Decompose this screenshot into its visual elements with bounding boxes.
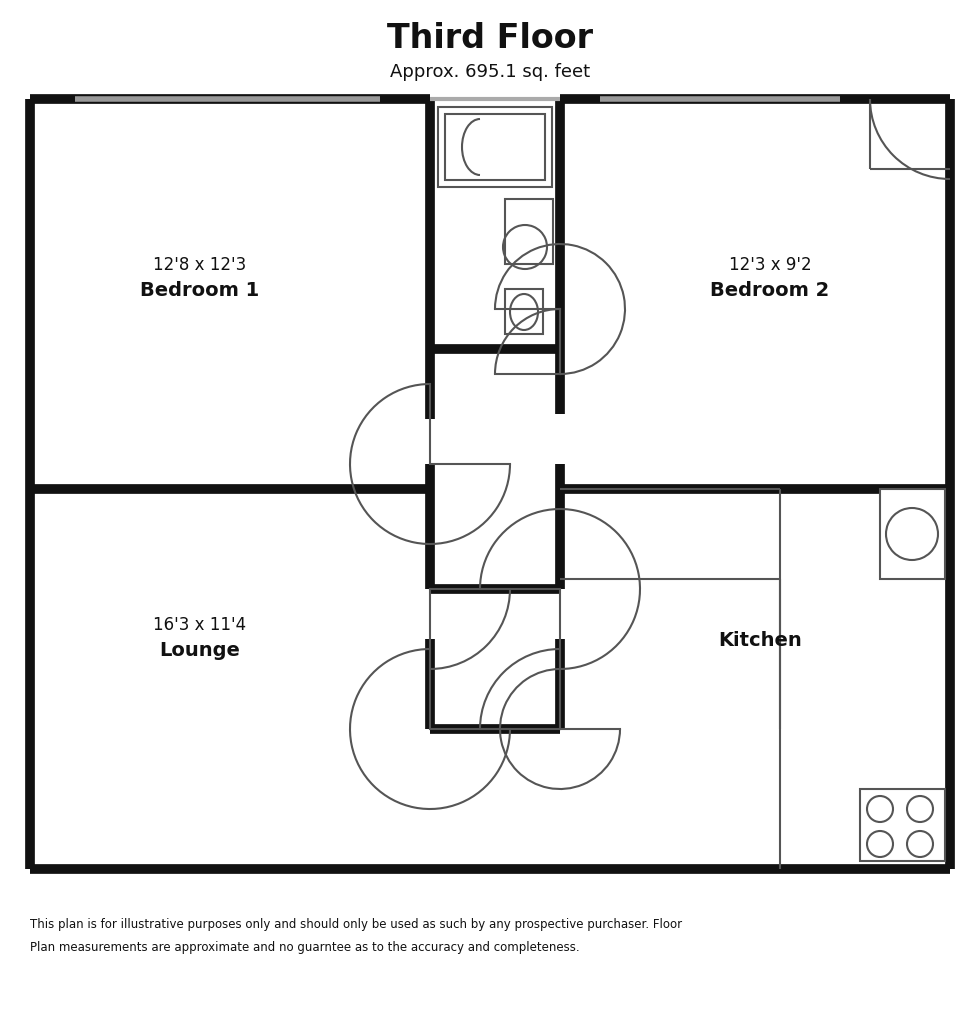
Text: 12'3 x 9'2: 12'3 x 9'2 (729, 256, 811, 274)
Text: Bedroom 1: Bedroom 1 (140, 280, 260, 299)
Bar (438, 108, 552, 188)
Bar (445, 115, 545, 181)
Bar (860, 790, 945, 861)
Bar (880, 489, 945, 579)
Text: This plan is for illustrative purposes only and should only be used as such by a: This plan is for illustrative purposes o… (30, 918, 682, 930)
Text: Kitchen: Kitchen (718, 630, 802, 649)
Text: Bedroom 2: Bedroom 2 (710, 280, 830, 299)
Text: Third Floor: Third Floor (387, 21, 593, 55)
Text: Plan measurements are approximate and no guarntee as to the accuracy and complet: Plan measurements are approximate and no… (30, 940, 579, 953)
Text: 12'8 x 12'3: 12'8 x 12'3 (154, 256, 247, 274)
Text: Approx. 695.1 sq. feet: Approx. 695.1 sq. feet (390, 63, 590, 81)
Text: 16'3 x 11'4: 16'3 x 11'4 (154, 616, 247, 633)
Bar (505, 200, 553, 265)
Bar (505, 290, 543, 335)
Text: Lounge: Lounge (160, 640, 240, 659)
